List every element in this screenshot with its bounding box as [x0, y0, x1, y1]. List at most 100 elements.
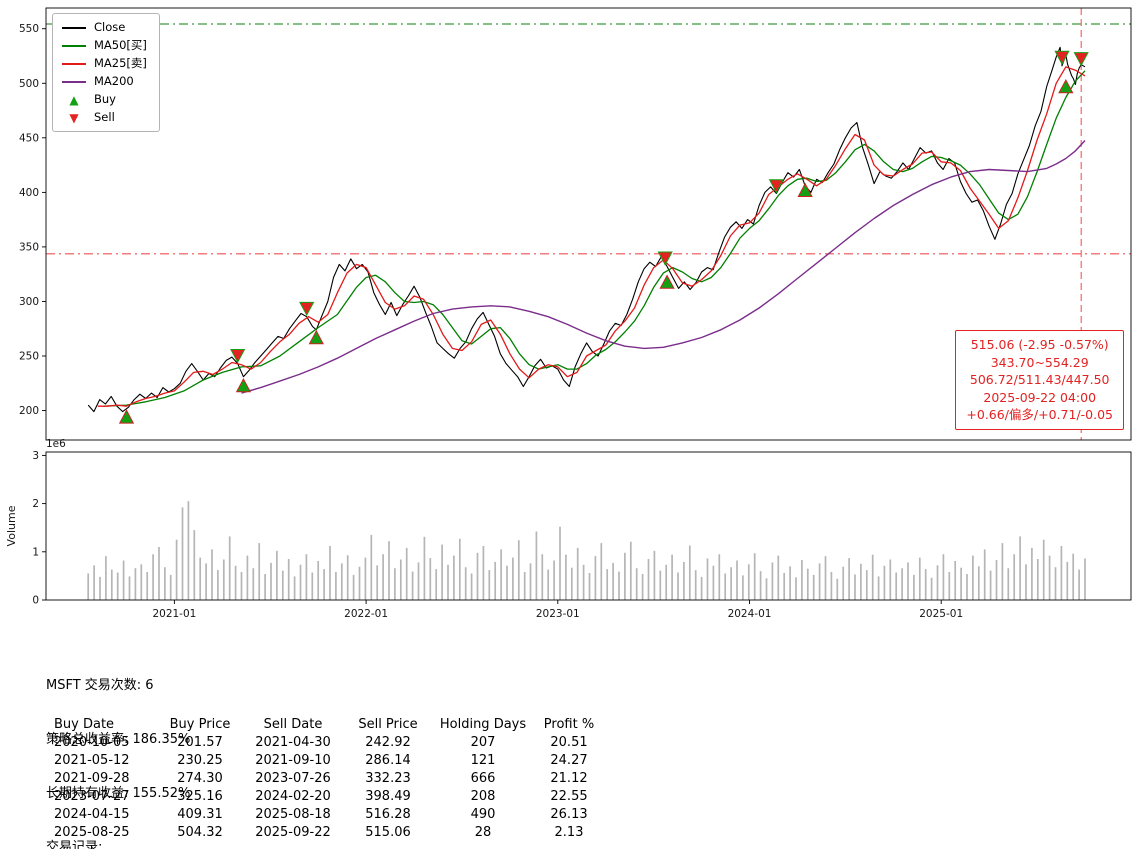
trades-header-cell: Sell Price	[358, 716, 418, 732]
legend-label: Buy	[94, 92, 116, 106]
trade-cell: 2021-09-28	[54, 770, 130, 786]
summary-hold-return: 长期持有收益: 155.52%	[46, 786, 191, 801]
trade-cell: 230.25	[177, 752, 223, 768]
price-ytick-label: 450	[19, 132, 39, 144]
legend-item: MA50[买]	[62, 39, 147, 52]
trade-cell: 22.55	[550, 788, 588, 804]
annotation-datetime: 2025-09-22 04:00	[983, 389, 1097, 405]
annotation-ma-values: 506.72/511.43/447.50	[969, 372, 1110, 387]
price-axes-frame	[45, 7, 1132, 441]
ma50-line-swatch	[62, 44, 86, 47]
trades-table: Buy Date Buy Price Sell Date Sell Price Hold…	[46, 715, 602, 841]
sell-marker	[299, 301, 315, 317]
trade-cell: 21.12	[550, 770, 588, 786]
price-ytick-label: 350	[19, 241, 39, 253]
summary-block: MSFT 交易次数: 6 策略总收益率: 186.35% 长期持有收益: 155…	[46, 641, 190, 849]
buy-marker	[797, 182, 813, 197]
trade-cell: 2020-10-05	[54, 734, 130, 750]
buy-marker	[308, 329, 324, 345]
trade-cell: 2021-09-10	[255, 752, 331, 768]
trade-cell: 2.13	[554, 824, 584, 840]
volume-axis-label: Volume	[5, 505, 18, 546]
sell-triangle-icon: ▼	[69, 110, 79, 125]
legend-item: MA25[卖]	[62, 57, 147, 70]
ma25-line	[97, 66, 1086, 407]
trade-cell: 2021-04-30	[255, 734, 331, 750]
trade-cell: 325.16	[177, 788, 223, 804]
trades-header-cell: Holding Days	[439, 716, 527, 732]
legend-label: MA50[买]	[94, 38, 147, 52]
price-volume-chart: 200 250 300 350 400 450 500 550 0 1 2 3 2021-01 2022-…	[5, 7, 1132, 620]
trades-header-cell: Sell Date	[263, 716, 323, 732]
trades-header-cell: Profit %	[543, 716, 595, 732]
legend-item: Close	[62, 21, 147, 34]
volume-ytick-label: 2	[32, 498, 39, 510]
trade-cell: 2023-07-26	[255, 770, 331, 786]
sell-marker	[768, 179, 784, 194]
buy-marker	[1058, 78, 1074, 94]
trade-row: 2024-04-15 409.31 2025-08-18 516.28 490 26.13	[46, 805, 602, 823]
trade-row: 2020-10-05 201.57 2021-04-30 242.92 207 20.51	[46, 733, 602, 751]
trade-cell: 666	[470, 770, 496, 786]
trade-cell: 2025-09-22	[255, 824, 331, 840]
trade-cell: 504.32	[177, 824, 223, 840]
trade-cell: 26.13	[550, 806, 588, 822]
legend-label: Close	[94, 20, 126, 34]
ma50-line	[103, 70, 1086, 407]
annotation-signal: +0.66/偏多/+0.71/-0.05	[966, 407, 1113, 422]
legend-item: MA200	[62, 75, 147, 88]
annotation-range: 343.70~554.29	[990, 354, 1089, 370]
volume-ytick-label: 3	[32, 450, 39, 462]
price-ytick-label: 500	[19, 78, 39, 90]
trade-cell: 515.06	[365, 824, 411, 840]
trade-row: 2021-05-12 230.25 2021-09-10 286.14 121 24.27	[46, 751, 602, 769]
trade-cell: 2025-08-18	[255, 806, 331, 822]
ma200-line	[241, 140, 1086, 394]
trade-cell: 208	[470, 788, 496, 804]
buy-triangle-icon: ▲	[69, 92, 79, 107]
trade-cell: 207	[470, 734, 496, 750]
trade-cell: 286.14	[365, 752, 411, 768]
buy-marker	[118, 409, 135, 424]
x-tick-label: 2021-01	[152, 608, 196, 620]
price-ytick-label: 400	[19, 187, 39, 199]
quote-annotation-box: 515.06 (-2.95 -0.57%) 343.70~554.29 506.…	[955, 330, 1124, 430]
trade-cell: 20.51	[550, 734, 588, 750]
trade-row: 2025-08-25 504.32 2025-09-22 515.06 28 2.13	[46, 823, 602, 841]
trade-cell: 121	[470, 752, 496, 768]
sell-marker	[657, 251, 673, 266]
price-ytick-label: 300	[19, 296, 39, 308]
buy-marker	[235, 377, 252, 393]
volume-ytick-label: 0	[32, 595, 39, 607]
trade-cell: 2021-05-12	[54, 752, 130, 768]
trades-header-row: Buy Date Buy Price Sell Date Sell Price Hold…	[46, 715, 602, 733]
x-tick-label: 2025-01	[919, 608, 963, 620]
legend-item: ▲ Buy	[62, 93, 147, 106]
trades-header-cell: Buy Price	[169, 716, 231, 732]
trade-cell: 2023-07-27	[54, 788, 130, 804]
x-tick-label: 2023-01	[536, 608, 580, 620]
summary-trade-log-title: 交易记录:	[46, 840, 103, 849]
trade-cell: 2024-02-20	[255, 788, 331, 804]
ma200-line-swatch	[62, 80, 86, 83]
trades-header-cell: Buy Date	[54, 716, 115, 732]
volume-offset-label: 1e6	[46, 438, 66, 450]
close-line-swatch	[62, 26, 86, 29]
trade-cell: 398.49	[365, 788, 411, 804]
trade-row: 2023-07-27 325.16 2024-02-20 398.49 208 22.55	[46, 787, 602, 805]
legend-item: ▼ Sell	[62, 111, 147, 124]
x-tick-label: 2024-01	[728, 608, 772, 620]
annotation-price-change: 515.06 (-2.95 -0.57%)	[970, 337, 1109, 352]
price-ytick-label: 200	[19, 405, 39, 417]
trade-cell: 2024-04-15	[54, 806, 130, 822]
summary-trade-count: MSFT 交易次数: 6	[46, 678, 154, 693]
price-ytick-label: 250	[19, 351, 39, 363]
trade-cell: 2025-08-25	[54, 824, 130, 840]
trade-cell: 24.27	[550, 752, 588, 768]
summary-strategy-return: 策略总收益率: 186.35%	[46, 732, 191, 747]
legend-label: MA200	[94, 74, 134, 88]
sell-marker	[1073, 52, 1089, 67]
close-line	[87, 46, 1086, 413]
legend-label: MA25[卖]	[94, 56, 147, 70]
